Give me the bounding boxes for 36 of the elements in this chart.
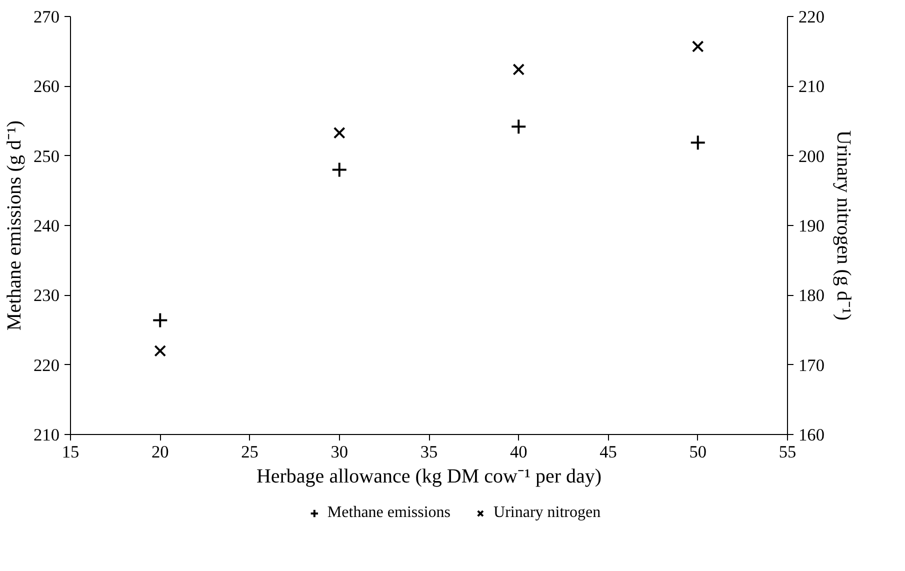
y2-axis-title: Urinary nitrogen (g d⁻¹)	[832, 130, 854, 321]
y-tick-label: 220	[34, 356, 60, 375]
x-axis-title: Herbage allowance (kg DM cow⁻¹ per day)	[256, 466, 602, 488]
y2-tick-label: 200	[798, 146, 824, 166]
legend-label: Urinary nitrogen	[494, 504, 601, 522]
y2-tick-label: 160	[798, 426, 824, 444]
y2-tick-label: 170	[798, 356, 824, 375]
x-tick-label: 40	[510, 442, 528, 462]
point	[154, 344, 166, 357]
point	[692, 40, 704, 52]
point	[333, 126, 346, 139]
point	[512, 63, 525, 76]
y2-tick-label: 220	[798, 8, 824, 26]
y-tick-label: 270	[34, 8, 60, 26]
point	[690, 134, 706, 151]
y-tick-label: 240	[34, 216, 60, 236]
x-tick-label: 45	[600, 442, 617, 462]
y2-tick-label: 180	[798, 286, 824, 306]
y-tick-label: 210	[34, 426, 60, 444]
y-axis-title: Methane emissions (g d⁻¹)	[4, 120, 26, 331]
y2-tick-label: 190	[798, 216, 824, 236]
y-tick-label: 260	[34, 77, 60, 96]
y2-tick-label: 210	[798, 77, 824, 96]
point	[331, 162, 348, 178]
x-tick-label: 35	[420, 442, 438, 462]
x-tick-label: 15	[62, 442, 80, 462]
x-tick-label: 20	[151, 442, 169, 462]
x-tick-label: 55	[778, 442, 796, 462]
x-tick-label: 50	[689, 442, 707, 462]
legend-label: Methane emissions	[327, 504, 451, 522]
x-tick-label: 30	[330, 442, 348, 462]
x-tick-label: 25	[241, 442, 258, 462]
y-tick-label: 250	[34, 146, 60, 166]
point	[510, 118, 527, 135]
y-tick-label: 230	[34, 286, 60, 306]
point	[152, 312, 168, 328]
